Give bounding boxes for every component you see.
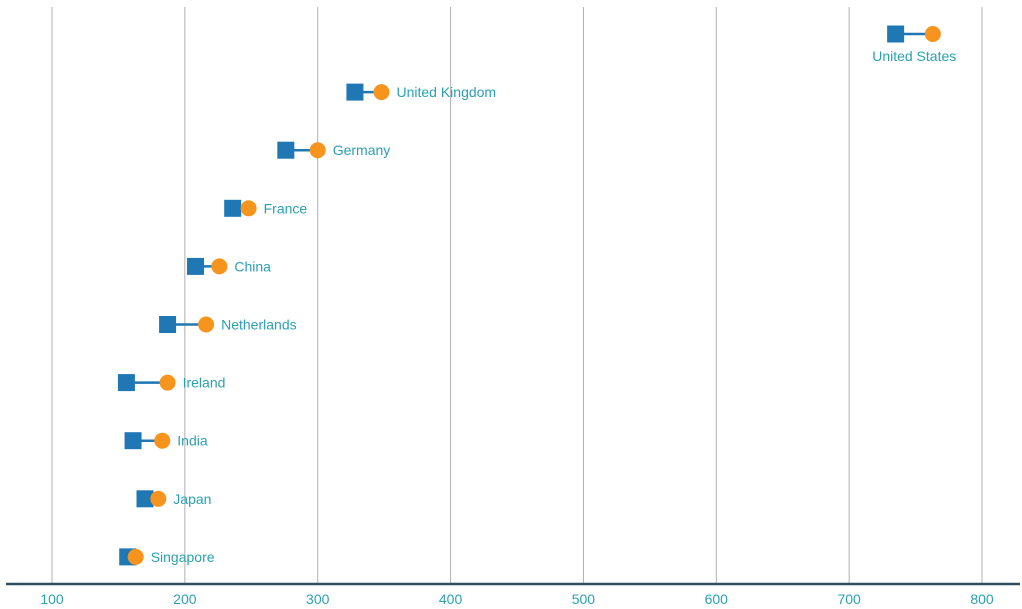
dumbbell-row: Ireland bbox=[117, 374, 226, 392]
end-marker bbox=[211, 258, 228, 275]
end-marker bbox=[154, 432, 171, 449]
country-label: Netherlands bbox=[221, 317, 297, 333]
dumbbell-row: United States bbox=[872, 25, 956, 64]
end-marker bbox=[309, 142, 326, 159]
dumbbell-row: China bbox=[186, 257, 271, 275]
x-tick-label: 400 bbox=[439, 591, 463, 607]
end-marker bbox=[924, 26, 941, 42]
x-tick-label: 100 bbox=[40, 591, 64, 607]
country-label: Japan bbox=[173, 491, 211, 507]
end-marker bbox=[127, 548, 144, 565]
start-marker bbox=[117, 374, 135, 392]
start-marker bbox=[124, 432, 142, 450]
country-label: China bbox=[234, 258, 271, 274]
dumbbell-row: United Kingdom bbox=[346, 83, 496, 101]
end-marker bbox=[373, 84, 390, 101]
x-tick-label: 800 bbox=[970, 591, 994, 607]
x-tick-label: 700 bbox=[837, 591, 861, 607]
marks-layer: United States United Kingdom Germany France… bbox=[117, 25, 956, 566]
x-axis: 100 200 300 400 500 600 700 800 bbox=[6, 582, 1020, 607]
start-marker bbox=[277, 141, 295, 159]
dumbbell-row: France bbox=[224, 199, 308, 217]
country-label: United Kingdom bbox=[396, 84, 496, 100]
end-marker bbox=[240, 200, 257, 217]
x-tick-label: 200 bbox=[173, 591, 197, 607]
country-label: Germany bbox=[333, 142, 391, 158]
end-marker bbox=[159, 374, 176, 391]
start-marker bbox=[136, 490, 154, 508]
dumbbell-row: Japan bbox=[136, 490, 211, 508]
country-label: India bbox=[177, 433, 208, 449]
country-label: United States bbox=[872, 48, 956, 64]
start-marker bbox=[186, 257, 204, 275]
end-marker bbox=[150, 490, 167, 507]
grid-layer bbox=[51, 7, 983, 584]
x-tick-label: 600 bbox=[705, 591, 729, 607]
country-label: France bbox=[264, 200, 308, 216]
start-marker bbox=[159, 316, 177, 333]
dumbbell-row: India bbox=[124, 432, 208, 450]
x-tick-label: 500 bbox=[572, 591, 596, 607]
start-marker bbox=[224, 199, 242, 217]
dumbbell-row: Germany bbox=[277, 141, 391, 159]
start-marker bbox=[346, 83, 364, 101]
start-marker bbox=[887, 25, 905, 43]
x-tick-label: 300 bbox=[306, 591, 330, 607]
country-label: Ireland bbox=[183, 375, 226, 391]
dumbbell-row: Singapore bbox=[119, 548, 215, 566]
end-marker bbox=[198, 316, 215, 333]
country-label: Singapore bbox=[151, 549, 215, 565]
dumbbell-row: Netherlands bbox=[159, 316, 297, 333]
